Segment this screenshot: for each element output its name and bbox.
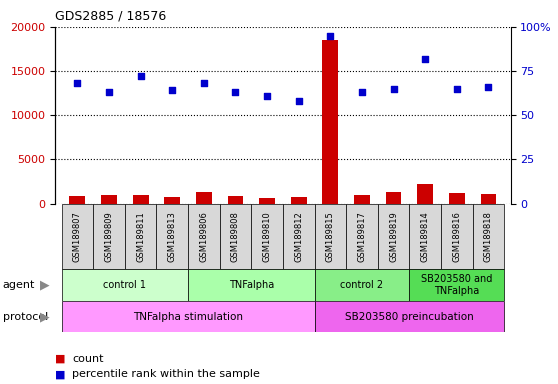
Bar [101,195,117,204]
Bar [315,301,504,332]
Point [358,89,367,95]
Bar [196,192,212,204]
Bar [410,204,441,269]
Text: percentile rank within the sample: percentile rank within the sample [72,369,260,379]
Text: GSM189819: GSM189819 [389,211,398,262]
Text: GSM189807: GSM189807 [73,211,82,262]
Point [421,56,430,62]
Text: GSM189809: GSM189809 [104,211,113,262]
Point [199,80,208,86]
Bar [156,204,188,269]
Text: GSM189818: GSM189818 [484,211,493,262]
Bar [133,195,148,204]
Bar [315,269,410,301]
Text: ▶: ▶ [40,310,50,323]
Bar [93,204,125,269]
Bar [473,204,504,269]
Point [389,86,398,92]
Bar [315,204,346,269]
Bar [220,204,251,269]
Text: GSM189814: GSM189814 [421,211,430,262]
Text: GSM189813: GSM189813 [168,211,177,262]
Bar [449,193,465,204]
Text: GSM189808: GSM189808 [231,211,240,262]
Text: ■: ■ [55,354,66,364]
Bar [378,204,410,269]
Text: GDS2885 / 18576: GDS2885 / 18576 [55,10,166,23]
Text: control 1: control 1 [103,280,146,290]
Text: GSM189816: GSM189816 [453,211,461,262]
Point [168,88,177,94]
Bar [228,195,243,204]
Text: GSM189815: GSM189815 [326,211,335,262]
Bar [69,195,85,204]
Point [453,86,461,92]
Bar [188,204,220,269]
Bar [410,269,504,301]
Bar [291,197,307,204]
Text: TNFalpha stimulation: TNFalpha stimulation [133,312,243,322]
Text: ▶: ▶ [40,279,50,291]
Text: protocol: protocol [3,312,48,322]
Bar [259,198,275,204]
Point [104,89,113,95]
Point [73,80,82,86]
Bar [61,269,188,301]
Text: SB203580 preincubation: SB203580 preincubation [345,312,474,322]
Point [231,89,240,95]
Bar [346,204,378,269]
Bar [323,40,338,204]
Text: GSM189817: GSM189817 [358,211,367,262]
Text: GSM189811: GSM189811 [136,211,145,262]
Bar [61,204,93,269]
Bar [251,204,283,269]
Point [484,84,493,90]
Bar [417,184,433,204]
Text: GSM189812: GSM189812 [294,211,303,262]
Point [326,33,335,39]
Text: SB203580 and
TNFalpha: SB203580 and TNFalpha [421,274,493,296]
Text: agent: agent [3,280,35,290]
Bar [188,269,315,301]
Bar [386,192,401,204]
Bar [125,204,156,269]
Point [294,98,303,104]
Point [263,93,272,99]
Bar [283,204,315,269]
Bar [480,194,497,204]
Text: ■: ■ [55,369,66,379]
Text: control 2: control 2 [340,280,383,290]
Text: GSM189806: GSM189806 [199,211,208,262]
Bar [61,301,315,332]
Point [136,73,145,79]
Text: GSM189810: GSM189810 [263,211,272,262]
Bar [165,197,180,204]
Text: TNFalpha: TNFalpha [229,280,274,290]
Text: count: count [72,354,103,364]
Bar [441,204,473,269]
Bar [354,195,370,204]
